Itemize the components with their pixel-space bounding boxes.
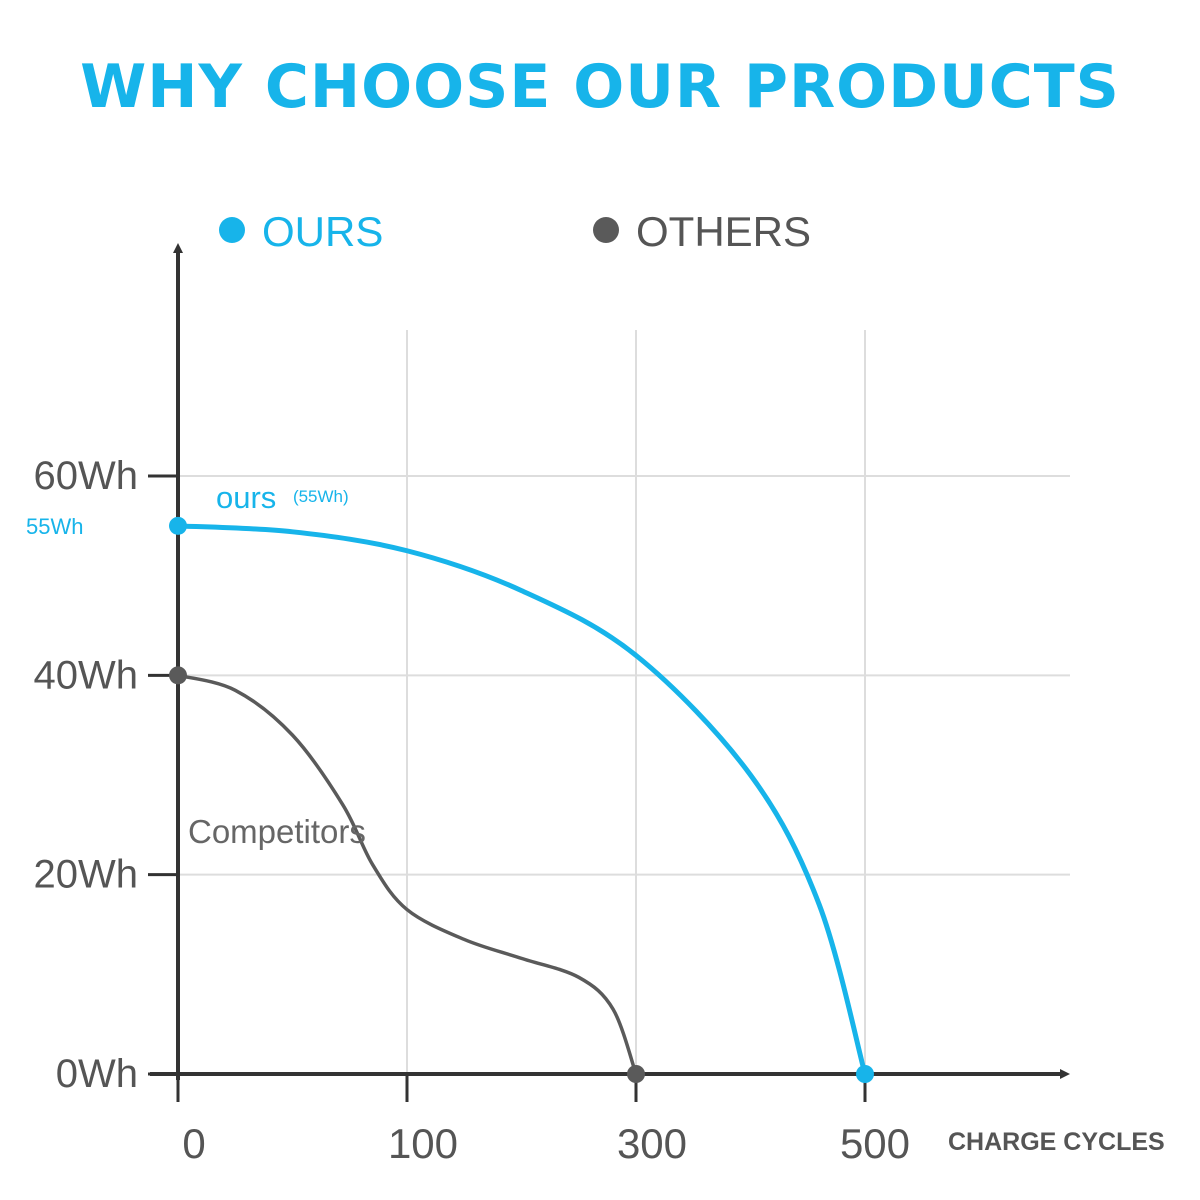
y-tick-label-2: 40Wh <box>34 653 139 697</box>
series-line-ours <box>175 523 868 1077</box>
x-axis-label: CHARGE CYCLES <box>948 1128 1165 1156</box>
point-ours-end <box>856 1065 874 1083</box>
legend-marker-others <box>593 217 619 243</box>
point-others-start <box>169 666 187 685</box>
legend-marker-ours <box>219 217 245 243</box>
x-tick-label-1: 100 <box>388 1120 458 1167</box>
x-tick-label-0: 0 <box>182 1120 205 1167</box>
x-tick-label-3: 500 <box>840 1120 910 1167</box>
y-tick-label-0: 0Wh <box>56 1052 138 1096</box>
x-tick-label-2: 300 <box>617 1120 687 1167</box>
y-tick-label-1: 20Wh <box>34 853 139 897</box>
y-tick-label-3: 60Wh <box>34 454 139 498</box>
series-line-others <box>176 673 638 1076</box>
data-points <box>169 516 874 1083</box>
point-ours-start <box>169 516 187 535</box>
page-title: WHY CHOOSE OUR PRODUCTS <box>80 52 1120 122</box>
ours-annotation-label: ours <box>216 480 276 515</box>
y-marker-label: 55Wh <box>26 514 83 539</box>
legend-label-others: OTHERS <box>636 208 811 255</box>
legend: OURS OTHERS <box>219 208 811 255</box>
ours-annotation-value: (55Wh) <box>293 487 349 506</box>
point-others-end <box>627 1065 645 1083</box>
competitors-annotation: Competitors <box>188 813 366 850</box>
grid <box>178 330 1070 1074</box>
series <box>175 523 868 1077</box>
tick-labels: 0Wh 20Wh 40Wh 60Wh 55Wh 0 100 300 500 <box>26 454 910 1167</box>
ours-annotation: ours (55Wh) <box>216 480 349 515</box>
legend-label-ours: OURS <box>262 208 383 255</box>
